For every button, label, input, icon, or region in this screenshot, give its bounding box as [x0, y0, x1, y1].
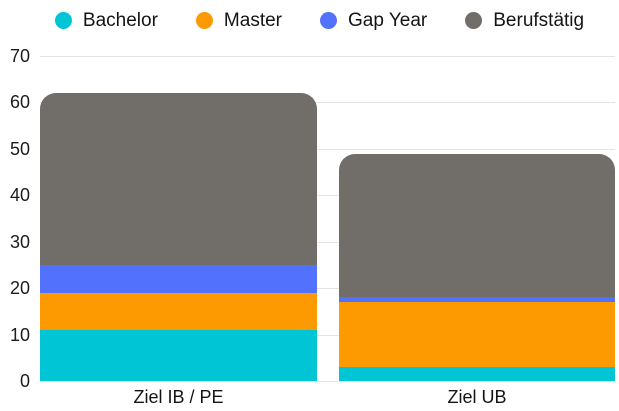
segment-gap-year-ziel-ib-pe[interactable]: [40, 264, 317, 293]
segment-bachelor-ziel-ib-pe[interactable]: [40, 329, 317, 381]
legend-item-berufstätig[interactable]: Berufstätig: [465, 11, 584, 30]
bars-layer: [40, 56, 615, 381]
bar-ziel-ib-pe[interactable]: [40, 93, 317, 381]
segment-master-ziel-ib-pe[interactable]: [40, 292, 317, 330]
y-tick-label-0: 0: [19, 371, 30, 391]
y-tick-label-50: 50: [9, 138, 30, 159]
bar-ziel-ub[interactable]: [339, 153, 615, 381]
y-tick-label-40: 40: [9, 185, 30, 206]
legend-label-bachelor: Bachelor: [82, 10, 158, 31]
gridline-y-60: [40, 102, 615, 104]
segment-gap-year-ziel-ub[interactable]: [339, 297, 615, 303]
gridline-y-30: [40, 241, 615, 243]
legend-label-berufstätig: Berufstätig: [493, 10, 585, 31]
legend-item-gap-year[interactable]: Gap Year: [320, 11, 427, 30]
legend-swatch-gap-year: [320, 12, 337, 29]
legend-label-gap-year: Gap Year: [348, 10, 428, 31]
gridline-y-10: [40, 334, 615, 336]
y-tick-label-70: 70: [9, 46, 30, 66]
gridline-y-20: [40, 288, 615, 290]
gridline-y-70: [40, 56, 615, 57]
legend-item-master[interactable]: Master: [195, 10, 282, 31]
y-tick-label-60: 60: [9, 92, 30, 113]
legend-label-master: Master: [223, 10, 282, 31]
gridline-y-50: [40, 148, 615, 150]
x-label-ziel-ub: Ziel UB: [447, 387, 507, 407]
legend-swatch-master: [195, 12, 213, 29]
y-tick-label-10: 10: [9, 324, 30, 345]
gridline-y-0: [40, 381, 615, 382]
legend-swatch-bachelor: [54, 12, 72, 29]
segment-berufstätig-ziel-ib-pe[interactable]: [40, 93, 317, 265]
legend-swatch-berufstätig: [465, 12, 483, 29]
y-axis: 0 10 20 30 40 50 60 70: [0, 46, 30, 391]
legend-item-bachelor[interactable]: Bachelor: [54, 10, 158, 31]
segment-berufstätig-ziel-ub[interactable]: [339, 153, 615, 298]
segment-bachelor-ziel-ub[interactable]: [339, 367, 615, 381]
x-label-ziel-ib-pe: Ziel IB / PE: [133, 387, 224, 407]
gridline-y-40: [40, 195, 615, 197]
y-tick-label-20: 20: [9, 278, 30, 299]
plot-area: [40, 56, 615, 382]
segment-master-ziel-ub[interactable]: [339, 302, 615, 368]
chart-legend: Bachelor Master Gap Year Berufstätig: [10, 11, 619, 30]
y-tick-label-30: 30: [9, 231, 30, 252]
x-axis: Ziel IB / PE Ziel UB: [40, 386, 615, 410]
